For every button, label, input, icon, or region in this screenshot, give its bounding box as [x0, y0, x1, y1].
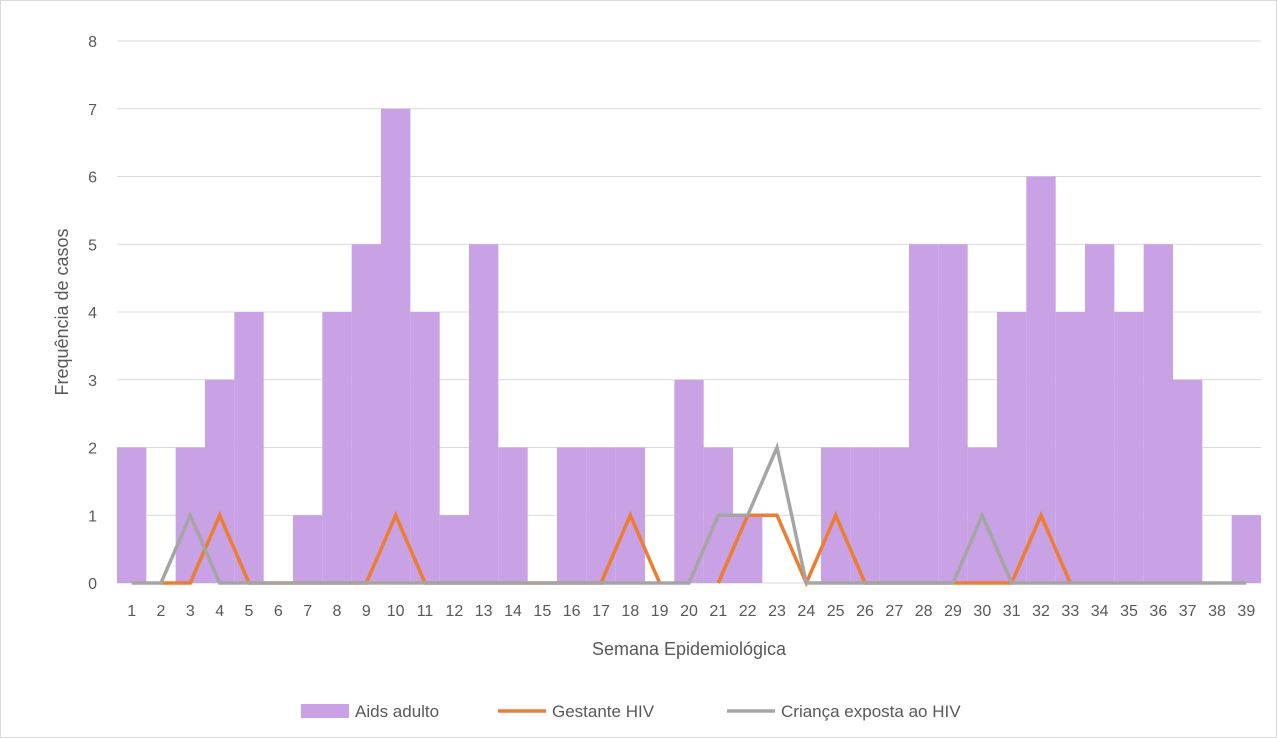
y-tick-label: 3: [88, 373, 97, 390]
x-tick-label: 39: [1237, 603, 1255, 620]
bar: [1026, 176, 1056, 583]
bar: [997, 312, 1027, 583]
y-tick-label: 6: [88, 170, 97, 187]
x-tick-label: 11: [417, 603, 434, 620]
bar: [381, 108, 411, 583]
x-tick-label: 8: [333, 603, 342, 620]
x-tick-label: 21: [709, 603, 727, 620]
x-tick-label: 38: [1208, 603, 1226, 620]
x-tick-label: 14: [504, 603, 522, 620]
x-tick-label: 3: [186, 603, 195, 620]
y-tick-label: 2: [88, 441, 97, 458]
x-tick-label: 4: [215, 603, 224, 620]
y-tick-label: 1: [88, 508, 97, 525]
line-series: [131, 441, 1247, 588]
bar: [117, 447, 147, 583]
legend-label: Criança exposta ao HIV: [781, 702, 961, 721]
x-axis-ticks: 1 2 3 4 5 6 7 8 9 10 11 12 13 14 15 16 17 18 19 20 21 22 23 24 2…: [127, 603, 1255, 620]
x-tick-label: 19: [651, 603, 669, 620]
x-tick-label: 15: [533, 603, 551, 620]
bar: [674, 379, 704, 583]
x-tick-label: 9: [362, 603, 371, 620]
x-tick-label: 35: [1120, 603, 1138, 620]
y-tick-label: 7: [88, 102, 97, 119]
bar: [293, 515, 323, 583]
x-tick-label: 18: [621, 603, 639, 620]
bar-series: [117, 108, 1261, 583]
x-tick-label: 16: [563, 603, 581, 620]
x-tick-label: 12: [445, 603, 463, 620]
bar: [733, 515, 763, 583]
x-tick-label: 37: [1179, 603, 1197, 620]
x-tick-label: 27: [885, 603, 903, 620]
legend-label: Aids adulto: [355, 702, 439, 721]
y-tick-label: 8: [88, 34, 97, 51]
bar: [469, 244, 499, 583]
legend: Aids adulto Gestante HIV Criança exposta a…: [301, 702, 961, 721]
series-line: [131, 441, 1247, 585]
x-tick-label: 25: [827, 603, 845, 620]
x-tick-label: 5: [245, 603, 254, 620]
x-tick-label: 32: [1032, 603, 1050, 620]
y-tick-label: 5: [88, 237, 97, 254]
x-tick-label: 10: [387, 603, 405, 620]
bar: [351, 244, 381, 583]
x-tick-label: 36: [1149, 603, 1167, 620]
bar: [205, 379, 235, 583]
x-tick-label: 7: [303, 603, 312, 620]
x-tick-label: 1: [127, 603, 136, 620]
bar: [557, 447, 587, 583]
bar: [1114, 312, 1144, 583]
x-tick-label: 20: [680, 603, 698, 620]
bar: [1143, 244, 1173, 583]
y-axis-ticks: 0 1 2 3 4 5 6 7 8: [88, 34, 97, 593]
x-tick-label: 33: [1061, 603, 1079, 620]
x-tick-label: 28: [915, 603, 933, 620]
bar: [938, 244, 968, 583]
bar: [410, 312, 440, 583]
y-tick-label: 4: [88, 305, 97, 322]
x-tick-label: 30: [973, 603, 991, 620]
bar: [322, 312, 352, 583]
bar: [909, 244, 939, 583]
x-tick-label: 34: [1091, 603, 1109, 620]
legend-swatch: [301, 704, 349, 718]
bar: [1085, 244, 1115, 583]
x-tick-label: 24: [797, 603, 815, 620]
bar: [1231, 515, 1261, 583]
bar: [1173, 379, 1203, 583]
x-tick-label: 31: [1003, 603, 1021, 620]
x-tick-label: 2: [157, 603, 166, 620]
bar: [1055, 312, 1085, 583]
x-tick-label: 13: [475, 603, 493, 620]
x-tick-label: 17: [592, 603, 610, 620]
y-axis-title: Frequência de casos: [52, 228, 72, 395]
bar: [234, 312, 264, 583]
legend-label: Gestante HIV: [552, 702, 655, 721]
x-axis-title: Semana Epidemiológica: [592, 639, 787, 659]
x-tick-label: 26: [856, 603, 874, 620]
bar: [439, 515, 469, 583]
bar: [879, 447, 909, 583]
x-tick-label: 6: [274, 603, 283, 620]
bar: [498, 447, 528, 583]
y-tick-label: 0: [88, 576, 97, 593]
x-tick-label: 22: [739, 603, 757, 620]
x-tick-label: 29: [944, 603, 962, 620]
x-tick-label: 23: [768, 603, 786, 620]
